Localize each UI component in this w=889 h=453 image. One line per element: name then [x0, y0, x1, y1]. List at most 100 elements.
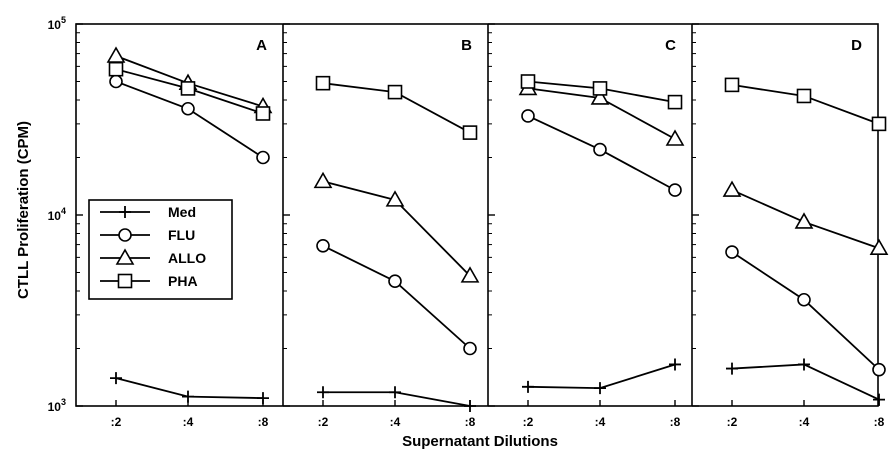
data-point-flu — [463, 341, 477, 356]
data-point-pha — [108, 61, 124, 77]
x-tick-label: :8 — [874, 415, 885, 429]
data-point-flu — [109, 74, 123, 89]
legend-entry-flu: FLU — [100, 227, 195, 243]
x-tick-label: :2 — [523, 415, 534, 429]
data-point-pha — [180, 81, 196, 96]
y-tick-exponent: 3 — [61, 397, 66, 407]
y-tick-label: 103 — [48, 397, 66, 414]
legend-label-pha: PHA — [168, 273, 198, 289]
data-point-flu — [256, 150, 270, 165]
data-point-med — [464, 400, 476, 412]
data-point-flu — [388, 274, 402, 289]
x-tick-label: :4 — [390, 415, 401, 429]
panel-label-a: A — [256, 37, 267, 54]
series-line-med — [323, 391, 471, 407]
data-point-allo — [313, 171, 333, 189]
data-point-flu — [725, 245, 739, 259]
data-point-allo — [794, 212, 814, 229]
panel-c: C :2 :4 :8 — [518, 37, 685, 429]
series-flu — [316, 238, 477, 356]
x-tick-label: :2 — [111, 415, 122, 429]
legend-label-med: Med — [168, 204, 196, 220]
series-allo — [722, 180, 889, 256]
panel-label-c: C — [665, 37, 676, 54]
x-tick-label: :2 — [318, 415, 329, 429]
legend-entry-med: Med — [100, 204, 196, 220]
data-point-allo — [590, 88, 610, 105]
data-point-med — [726, 362, 738, 375]
legend-marker-flu — [100, 228, 150, 242]
data-point-flu — [521, 109, 535, 123]
y-axis-title: CTLL Proliferation (CPM) — [15, 121, 32, 299]
series-flu — [725, 245, 886, 377]
data-point-allo — [460, 266, 480, 283]
x-tick-label: :4 — [183, 415, 194, 429]
x-tick-label: :2 — [727, 415, 738, 429]
series-line-med — [527, 363, 676, 390]
panel-a: A :2 :4 :8 — [106, 37, 273, 429]
data-point-allo — [106, 46, 126, 63]
series-allo — [518, 78, 685, 146]
legend-symbol-pha — [117, 273, 133, 289]
data-point-med — [182, 390, 194, 403]
series-line-med — [731, 363, 880, 401]
data-point-allo — [385, 190, 405, 207]
data-point-pha — [592, 81, 608, 96]
series-med — [726, 358, 885, 406]
series-med — [110, 372, 269, 405]
data-point-med — [257, 392, 269, 405]
panel-d: D :2 :4 :8 — [722, 37, 889, 429]
series-allo — [313, 171, 480, 283]
legend-marker-allo — [100, 248, 150, 265]
panel-frames — [75, 23, 879, 407]
y-tick-label: 104 — [48, 206, 66, 223]
data-point-pha — [796, 88, 812, 104]
data-point-med — [522, 380, 534, 393]
data-point-pha — [462, 125, 478, 140]
data-point-pha — [724, 77, 740, 93]
y-tick-exponent: 5 — [61, 15, 66, 25]
panel-b: B:2:4:8 — [313, 37, 480, 429]
legend-symbol-allo — [115, 248, 135, 265]
series-pha — [315, 75, 478, 140]
data-point-flu — [593, 142, 607, 157]
legend-symbol-med — [119, 206, 131, 218]
data-point-med — [594, 382, 606, 395]
data-point-med — [110, 372, 122, 385]
data-point-pha — [520, 74, 536, 89]
legend-marker-med — [100, 206, 150, 218]
data-point-allo — [665, 129, 685, 146]
legend-label-flu: FLU — [168, 227, 195, 243]
data-point-med — [669, 358, 681, 371]
panel-label-d: D — [851, 37, 862, 54]
series-med — [317, 386, 476, 412]
data-point-flu — [316, 238, 330, 253]
data-point-pha — [387, 84, 403, 100]
panel-label-b: B — [461, 37, 472, 54]
data-point-med — [389, 386, 401, 399]
x-tick-label: :8 — [258, 415, 269, 429]
x-axis-title: Supernatant Dilutions — [402, 433, 558, 450]
series-flu — [521, 109, 682, 197]
series-pha — [724, 77, 887, 132]
data-point-med — [798, 358, 810, 371]
legend-box — [88, 199, 233, 300]
legend-label-allo: ALLO — [168, 250, 206, 266]
data-point-med — [873, 393, 885, 406]
series-line-flu — [731, 251, 880, 371]
x-tick-label: :4 — [799, 415, 810, 429]
data-point-allo — [869, 238, 889, 256]
x-tick-label: :8 — [670, 415, 681, 429]
data-point-flu — [181, 101, 195, 116]
data-point-med — [317, 386, 329, 399]
data-point-pha — [871, 116, 887, 132]
data-point-flu — [668, 183, 682, 197]
data-point-allo — [722, 180, 742, 197]
series-pha — [108, 61, 271, 121]
y-tick-labels: 105 104 103 — [48, 15, 66, 414]
legend-symbol-flu — [118, 228, 132, 242]
x-tick-label: :4 — [595, 415, 606, 429]
data-point-flu — [872, 362, 886, 377]
panels: A:2:4:8 B:2:4:8 C:2:4:8 D:2:4:8 — [106, 37, 889, 429]
